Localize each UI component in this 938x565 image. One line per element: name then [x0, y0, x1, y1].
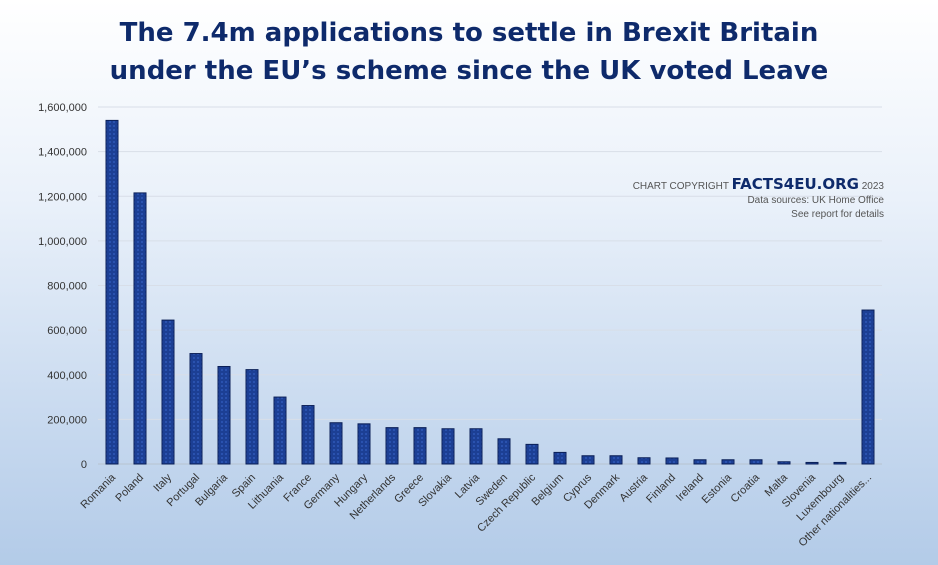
bar-sweden [497, 438, 511, 465]
bar-greece [413, 427, 427, 465]
x-tick-label: Estonia [700, 471, 735, 506]
x-tick-label: Croatia [729, 471, 763, 505]
report-note: See report for details [791, 209, 884, 220]
bar-czech-republic [525, 443, 539, 465]
bar-italy [161, 319, 175, 465]
bar-hungary [357, 423, 371, 465]
bar-belgium [553, 451, 567, 465]
bars [105, 119, 875, 465]
x-tick-label: Romania [79, 471, 119, 511]
x-tick-label: Poland [113, 472, 146, 505]
bar-poland [133, 192, 147, 465]
chart-title: The 7.4m applications to settle in Brexi… [0, 14, 938, 90]
chart-title-line-2: under the EU’s scheme since the UK voted… [109, 56, 829, 86]
bar-austria [637, 457, 651, 465]
data-source: Data sources: UK Home Office [747, 195, 884, 206]
bar-malta [777, 461, 791, 465]
bar-lithuania [273, 396, 287, 465]
bar-latvia [469, 428, 483, 465]
bar-spain [245, 369, 259, 465]
bar-luxembourg [833, 461, 847, 465]
bar-france [301, 405, 315, 465]
bar-germany [329, 422, 343, 465]
bar-estonia [721, 459, 735, 465]
x-tick-label: Finland [644, 472, 678, 506]
bar-cyprus [581, 455, 595, 465]
bar-bulgaria [217, 365, 231, 465]
y-tick-label: 400,000 [47, 370, 87, 382]
y-tick-label: 1,600,000 [38, 102, 87, 114]
y-tick-label: 600,000 [47, 325, 87, 337]
bar-ireland [693, 459, 707, 465]
y-tick-label: 1,400,000 [38, 147, 87, 159]
y-tick-label: 1,000,000 [38, 236, 87, 248]
bar-finland [665, 457, 679, 465]
chart-title-line-1: The 7.4m applications to settle in Brexi… [119, 18, 819, 48]
bar-croatia [749, 459, 763, 465]
brand-name: FACTS4EU.ORG [731, 175, 859, 193]
copyright-block: CHART COPYRIGHT FACTS4EU.ORG 2023 Data s… [633, 177, 884, 222]
y-axis-ticks: 0 200,000 400,000 600,000 800,000 1,000,000 1,… [38, 102, 87, 471]
bar-other-nationalities [861, 309, 875, 465]
y-tick-label: 1,200,000 [38, 191, 87, 203]
bar-slovenia [805, 461, 819, 465]
bar-netherlands [385, 427, 399, 465]
bar-portugal [189, 353, 203, 465]
y-tick-label: 800,000 [47, 281, 87, 293]
x-tick-label: Bulgaria [193, 471, 231, 509]
gridlines [98, 106, 882, 465]
copyright-prefix: CHART COPYRIGHT [632, 181, 729, 192]
y-tick-label: 200,000 [47, 414, 87, 426]
copyright-year: 2023 [861, 181, 884, 192]
bar-slovakia [441, 428, 455, 465]
y-tick-label: 0 [81, 459, 87, 471]
bar-romania [105, 119, 119, 465]
x-tick-label: Italy [151, 471, 174, 494]
bar-denmark [609, 455, 623, 465]
